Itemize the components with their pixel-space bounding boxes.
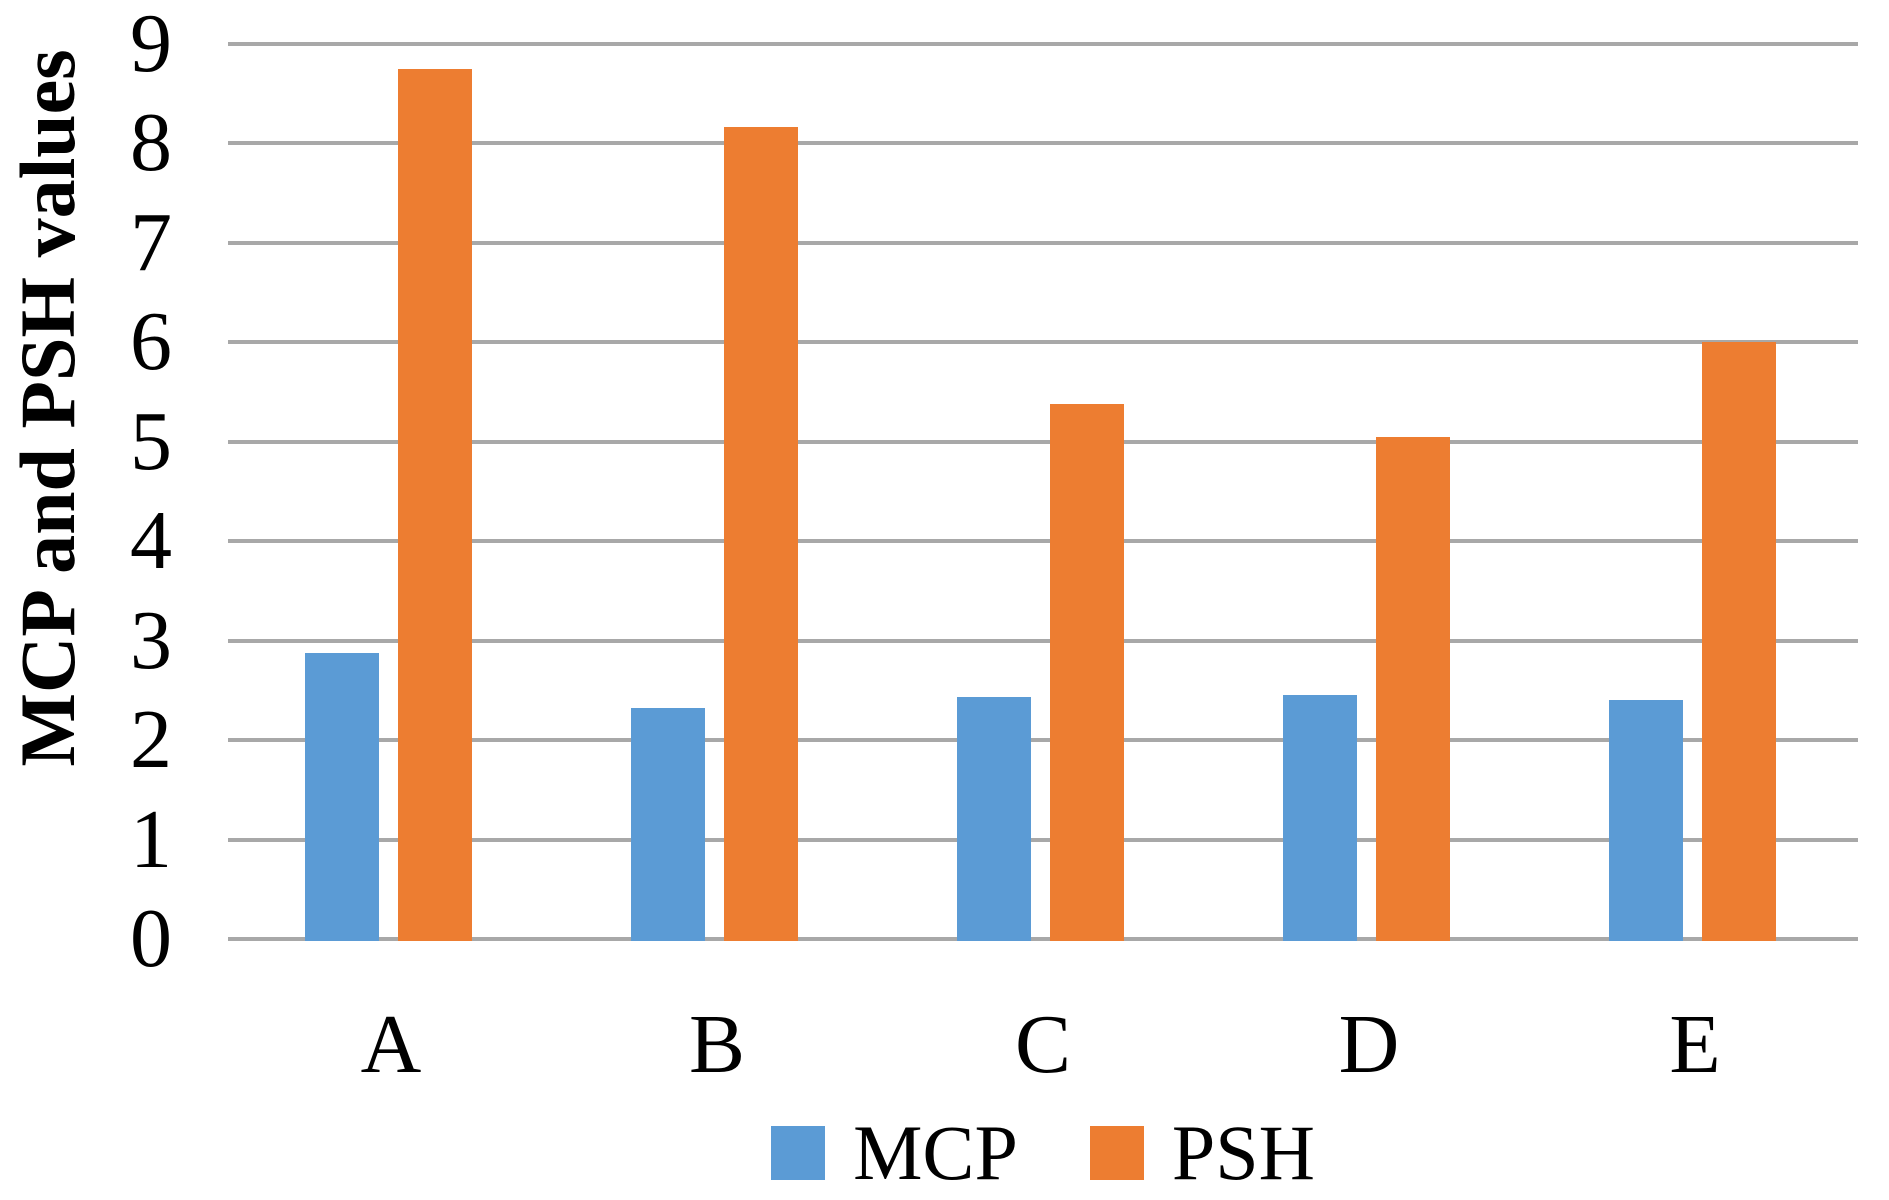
bar-psh-b <box>724 126 798 941</box>
bar-mcp-a <box>305 652 379 941</box>
legend-item-psh: PSH <box>1089 1109 1315 1196</box>
gridline <box>228 240 1858 245</box>
bar-psh-a <box>398 68 472 941</box>
bar-mcp-c <box>957 697 1031 941</box>
legend: MCP PSH <box>228 1114 1858 1192</box>
legend-item-mcp: MCP <box>771 1114 1018 1192</box>
y-tick-label: 1 <box>130 792 172 886</box>
bar-mcp-e <box>1609 700 1683 941</box>
x-category-label-a: A <box>360 998 422 1091</box>
gridline <box>228 439 1858 444</box>
x-category-label-c: C <box>1014 998 1072 1091</box>
x-category-label-d: D <box>1338 998 1400 1091</box>
gridline <box>228 42 1858 46</box>
y-tick-label: 2 <box>130 693 172 787</box>
y-tick-label: 6 <box>130 295 172 389</box>
bar-psh-c <box>1050 403 1124 941</box>
gridline <box>228 539 1858 544</box>
gridline <box>228 837 1858 842</box>
legend-swatch-psh <box>1089 1126 1144 1180</box>
y-tick-label: 8 <box>130 96 172 190</box>
y-tick-label: 7 <box>130 195 172 289</box>
gridline <box>228 937 1858 941</box>
y-tick-label: 0 <box>130 892 172 985</box>
x-category-label-e: E <box>1669 998 1721 1091</box>
bar-mcp-d <box>1283 695 1357 941</box>
y-tick-label: 9 <box>130 0 172 90</box>
y-tick-label: 3 <box>130 593 172 687</box>
legend-label-mcp: MCP <box>853 1109 1018 1196</box>
y-tick-label: 5 <box>130 394 172 488</box>
bar-mcp-b <box>631 708 705 941</box>
gridline <box>228 638 1858 643</box>
legend-swatch-mcp <box>771 1126 826 1180</box>
y-tick-label: 4 <box>130 494 172 588</box>
legend-label-psh: PSH <box>1171 1109 1315 1196</box>
bar-psh-e <box>1702 342 1776 941</box>
gridline <box>228 340 1858 345</box>
gridline <box>228 738 1858 743</box>
gridline <box>228 141 1858 146</box>
x-category-label-b: B <box>688 998 746 1091</box>
bar-psh-d <box>1376 436 1450 941</box>
